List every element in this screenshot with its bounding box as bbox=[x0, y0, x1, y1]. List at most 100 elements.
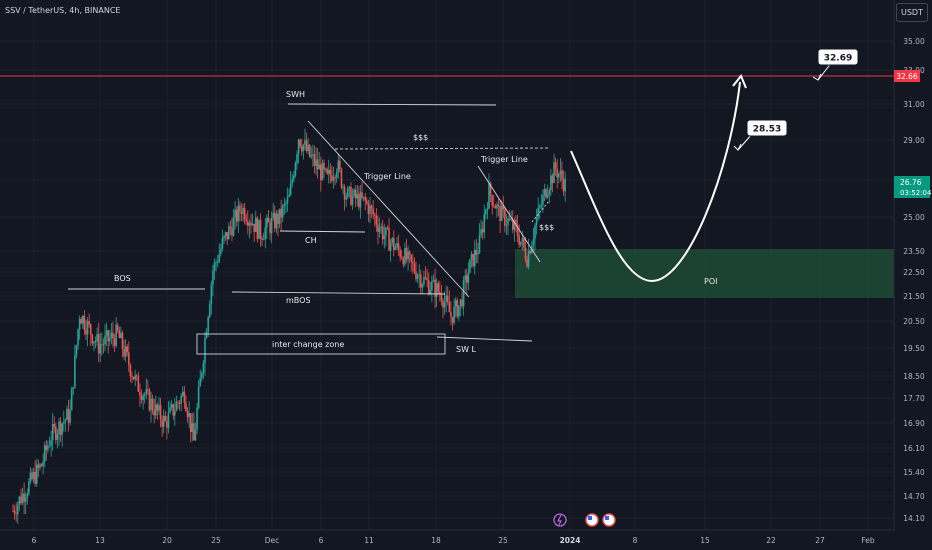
candle-body bbox=[135, 375, 138, 377]
trigger-line-2-label: Trigger Line bbox=[480, 155, 528, 164]
candle-body bbox=[320, 164, 322, 181]
candle-body bbox=[61, 423, 63, 435]
candle-body bbox=[270, 217, 273, 234]
target-box-upper[interactable] bbox=[817, 48, 859, 66]
candle-body bbox=[64, 419, 67, 422]
candle-body bbox=[385, 227, 387, 236]
candle-body bbox=[110, 332, 113, 338]
candle-body bbox=[305, 140, 308, 151]
candle-body bbox=[350, 186, 352, 205]
candle-body bbox=[196, 407, 198, 431]
poi-zone bbox=[515, 249, 894, 298]
time-tick-label: 18 bbox=[431, 536, 441, 545]
candle-body bbox=[99, 344, 102, 354]
candle-body bbox=[180, 395, 182, 404]
currency-selector[interactable]: USDT bbox=[896, 3, 928, 22]
candle-body bbox=[262, 239, 265, 240]
candle-body bbox=[453, 306, 455, 323]
candle-body bbox=[245, 219, 248, 222]
candle-body bbox=[220, 248, 222, 254]
candle-body bbox=[345, 197, 347, 200]
candle-body bbox=[358, 194, 360, 208]
candle-body bbox=[96, 334, 98, 342]
candle-body bbox=[489, 183, 492, 196]
candle-body bbox=[185, 402, 187, 411]
candle-body bbox=[445, 295, 447, 302]
price-tick-label: 35.00 bbox=[903, 37, 925, 46]
candle-body bbox=[405, 248, 408, 260]
candle-body bbox=[13, 510, 16, 514]
candle-body bbox=[229, 226, 232, 229]
candle-body bbox=[497, 204, 500, 206]
candle-body bbox=[516, 225, 519, 236]
candle-body bbox=[527, 250, 530, 267]
candle-body bbox=[434, 279, 436, 298]
candle-body bbox=[75, 345, 78, 356]
candle-body bbox=[207, 317, 209, 333]
candle-body bbox=[288, 194, 290, 197]
candle-body bbox=[485, 209, 487, 215]
candle-body bbox=[131, 376, 133, 378]
candle-body bbox=[362, 196, 365, 198]
candle-body bbox=[177, 402, 179, 404]
candle-body bbox=[512, 219, 514, 230]
target-box-lower[interactable] bbox=[746, 119, 788, 137]
candle-body bbox=[107, 330, 109, 342]
candle-body bbox=[16, 504, 19, 515]
us-flag-canton-icon-2 bbox=[605, 516, 609, 520]
candle-body bbox=[47, 445, 49, 450]
candle-body bbox=[240, 211, 243, 214]
candle-body bbox=[515, 220, 517, 226]
candle-body bbox=[120, 332, 122, 338]
time-tick-label: 8 bbox=[633, 536, 638, 545]
candle-body bbox=[339, 160, 341, 169]
candle-body bbox=[366, 200, 368, 204]
candle-body bbox=[526, 259, 528, 267]
candle-body bbox=[254, 217, 257, 232]
time-axis[interactable]: 6 13 20 25 Dec 6 11 18 25 2024 8 15 22 27 Feb bbox=[32, 536, 875, 545]
price-axis[interactable]: 35.0033.0031.0029.0027.0025.0023.5022.50… bbox=[903, 37, 925, 523]
candle-body bbox=[40, 464, 43, 467]
candle-body bbox=[153, 410, 156, 416]
candle-body bbox=[559, 170, 562, 174]
candle-body bbox=[274, 212, 276, 229]
candle-body bbox=[202, 363, 205, 373]
candle-body bbox=[267, 217, 270, 223]
candle-body bbox=[294, 163, 297, 176]
candle-body bbox=[359, 192, 362, 208]
candle-body bbox=[224, 232, 227, 237]
lightning-event-icon[interactable] bbox=[553, 513, 567, 527]
candle-body bbox=[36, 464, 38, 484]
candle-body bbox=[237, 205, 240, 222]
current-price-tag bbox=[894, 176, 930, 198]
candle-body bbox=[454, 300, 457, 307]
candle-body bbox=[78, 319, 81, 330]
candle-body bbox=[443, 301, 446, 308]
candle-body bbox=[415, 271, 417, 279]
candle-body bbox=[491, 195, 493, 206]
candle-body bbox=[226, 232, 228, 240]
time-tick-label: 13 bbox=[95, 536, 105, 545]
candle-body bbox=[42, 461, 44, 467]
ch-label: CH bbox=[305, 236, 317, 245]
candle-body bbox=[346, 188, 349, 198]
candle-body bbox=[302, 144, 305, 152]
candle-body bbox=[378, 228, 381, 232]
price-tick-label: 17.70 bbox=[903, 394, 925, 403]
symbol-info[interactable]: SSV / TetherUS, 4h, BINANCE bbox=[5, 6, 121, 15]
price-tick-label: 16.10 bbox=[903, 444, 925, 453]
candle-body bbox=[23, 493, 25, 502]
poi-label: POI bbox=[704, 277, 717, 286]
candle-body bbox=[128, 352, 130, 366]
price-tick-label: 14.10 bbox=[903, 514, 925, 523]
candle-body bbox=[197, 386, 200, 408]
price-tick-label: 22.50 bbox=[903, 268, 925, 277]
candle-body bbox=[334, 177, 336, 179]
candle-body bbox=[151, 398, 154, 411]
candle-body bbox=[391, 238, 394, 243]
target-arrow-lower-icon bbox=[733, 143, 742, 151]
candle-body bbox=[210, 284, 213, 305]
candle-body bbox=[504, 209, 506, 226]
